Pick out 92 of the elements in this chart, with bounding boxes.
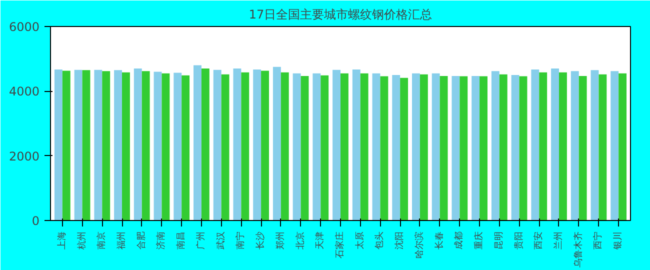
x-tick-label: 贵阳	[513, 232, 524, 250]
bar	[511, 75, 520, 220]
x-tick-label: 广州	[195, 232, 206, 250]
x-tick-label: 石家庄	[334, 232, 346, 258]
bar	[54, 70, 62, 220]
x-tick-label: 哈尔滨	[414, 232, 425, 258]
bar	[300, 76, 309, 220]
bar	[320, 75, 329, 220]
y-tick-label: 0	[32, 214, 40, 228]
bar	[142, 71, 150, 220]
bar	[499, 74, 508, 220]
bar	[558, 72, 567, 220]
x-tick-label: 北京	[294, 232, 306, 250]
bar	[182, 75, 190, 220]
bar	[102, 71, 110, 220]
x-tick-label: 兰州	[552, 232, 564, 250]
x-tick-label: 南宁	[235, 232, 246, 250]
bar	[598, 74, 607, 220]
x-tick-label: 银川	[612, 232, 624, 250]
bar	[392, 75, 400, 220]
bar	[551, 68, 559, 220]
x-tick-label: 济南	[156, 232, 167, 250]
x-tick-label: 长沙	[255, 232, 266, 250]
bar	[610, 71, 619, 220]
bar	[233, 68, 242, 220]
bar	[162, 73, 170, 220]
bar	[420, 74, 428, 220]
bar	[213, 70, 222, 220]
x-tick-label: 乌鲁木齐	[572, 232, 584, 268]
y-tick-label: 4000	[8, 84, 40, 99]
bar	[154, 72, 162, 220]
bar	[590, 70, 599, 220]
bar	[134, 68, 142, 220]
bar	[261, 70, 269, 220]
bar	[618, 73, 627, 220]
bar	[360, 73, 368, 220]
bar	[340, 73, 348, 220]
x-tick-label: 杭州	[76, 232, 88, 250]
x-tick-label: 沈阳	[394, 232, 406, 250]
bar	[114, 70, 122, 220]
bar	[519, 76, 528, 220]
bar	[440, 76, 448, 220]
bar	[174, 72, 182, 220]
bar	[412, 73, 420, 220]
bar	[82, 70, 90, 220]
bar	[432, 73, 440, 220]
bar	[241, 72, 250, 220]
x-tick-label: 郑州	[274, 232, 286, 250]
x-tick-label: 昆明	[493, 232, 504, 250]
bar	[74, 70, 82, 220]
bar	[531, 70, 540, 220]
bar	[472, 76, 480, 220]
x-tick-label: 成都	[454, 232, 465, 250]
bar	[452, 76, 460, 220]
bar	[380, 76, 388, 220]
bar	[491, 71, 500, 220]
bar	[292, 73, 301, 220]
x-tick-label: 天津	[314, 232, 326, 250]
bar	[280, 72, 289, 220]
bar	[539, 72, 548, 220]
bar	[221, 74, 230, 220]
y-tick-label: 6000	[8, 20, 40, 34]
x-tick-label: 南京	[96, 232, 108, 250]
x-tick-label: 南昌	[176, 232, 187, 250]
x-tick-label: 西安	[533, 232, 544, 250]
bar	[570, 71, 579, 220]
bar	[578, 76, 587, 220]
x-tick-label: 福州	[116, 232, 128, 250]
bar	[372, 73, 380, 220]
bar	[480, 76, 488, 220]
bar	[272, 66, 281, 220]
y-tick-label: 2000	[8, 149, 40, 164]
bar	[332, 70, 340, 220]
x-tick-label: 长春	[434, 232, 445, 250]
bar	[122, 72, 130, 220]
x-tick-label: 上海	[56, 232, 68, 250]
x-tick-label: 合肥	[136, 232, 147, 250]
bar	[352, 70, 360, 220]
x-tick-label: 西宁	[592, 232, 604, 250]
x-tick-label: 太原	[354, 232, 366, 250]
bar	[94, 70, 102, 220]
bar	[312, 73, 321, 220]
bar	[400, 78, 408, 220]
bar	[253, 70, 262, 220]
bar	[460, 76, 468, 220]
bar	[201, 68, 210, 220]
x-tick-label: 武汉	[215, 232, 226, 250]
bar	[194, 65, 202, 220]
bar	[62, 70, 70, 220]
x-tick-label: 包头	[374, 232, 386, 250]
chart-title: 17日全国主要城市螺纹钢价格汇总	[248, 8, 432, 22]
x-tick-label: 重庆	[474, 232, 485, 250]
